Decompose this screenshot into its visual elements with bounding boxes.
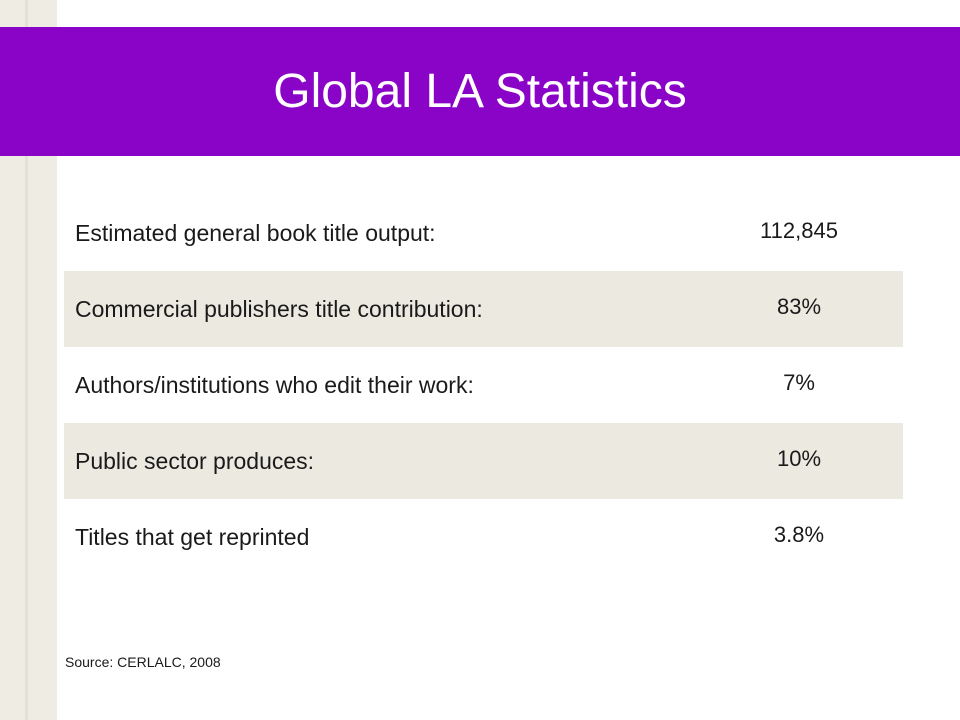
row-label: Public sector produces:: [75, 448, 315, 474]
row-value: 83%: [776, 294, 822, 319]
row-label: Titles that get reprinted: [75, 524, 310, 550]
row-label: Estimated general book title output:: [75, 220, 436, 246]
statistics-table: Estimated general book title output: 112…: [64, 195, 903, 575]
table-row: Estimated general book title output: 112…: [64, 195, 903, 271]
table-row: Public sector produces: 10%: [64, 423, 903, 499]
row-value: 7%: [783, 370, 815, 395]
table-row: Titles that get reprinted 3.8%: [64, 499, 903, 575]
row-label: Commercial publishers title contribution…: [75, 296, 483, 322]
table-row: Authors/institutions who edit their work…: [64, 347, 903, 423]
row-value: 3.8%: [773, 522, 825, 547]
row-label: Authors/institutions who edit their work…: [75, 372, 474, 398]
slide-title: Global LA Statistics: [273, 65, 687, 118]
source-citation: Source: CERLALC, 2008: [65, 654, 221, 670]
left-strip-line: [25, 0, 28, 720]
row-value: 10%: [776, 446, 822, 471]
table-row: Commercial publishers title contribution…: [64, 271, 903, 347]
row-value: 112,845: [760, 218, 838, 243]
title-bar: Global LA Statistics: [0, 27, 960, 156]
